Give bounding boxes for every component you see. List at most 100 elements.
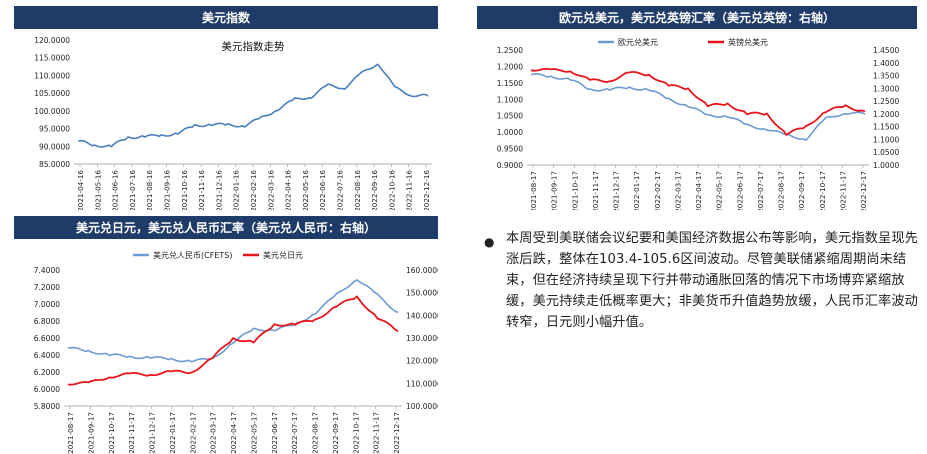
x-tick-label: 2022-11-16	[405, 170, 414, 210]
y2-tick-label: 160.0000	[406, 266, 438, 275]
x-tick-label: 2022-09-16	[370, 170, 379, 210]
x-tick-label: 2022-01-17	[168, 412, 177, 454]
y2-tick-label: 1.1500	[873, 123, 899, 132]
x-tick-label: 2021-11-16	[197, 170, 206, 210]
x-tick-label: 2022-04-16	[284, 170, 293, 210]
x-tick-label: 2022-02-17	[188, 412, 197, 454]
y-tick-label: 1.1500	[497, 79, 523, 88]
x-tick-label: 2022-08-17	[311, 412, 320, 454]
y2-tick-label: 110.0000	[406, 379, 438, 388]
black-circle-bullet-icon: ●	[484, 235, 495, 249]
legend-label: 英镑兑美元	[728, 37, 768, 47]
y-tick-label: 6.2000	[34, 368, 60, 377]
y-tick-label: 6.6000	[34, 334, 60, 343]
y-tick-label: 110.0000	[34, 71, 70, 80]
x-tick-label: 2022-04-17	[694, 171, 703, 210]
x-tick-label: 2022-06-17	[270, 412, 279, 454]
x-tick-label: 2021-10-17	[107, 412, 116, 454]
x-tick-label: 2022-07-17	[756, 171, 765, 210]
x-tick-label: 2022-12-16	[422, 170, 431, 210]
x-tick-label: 2022-01-17	[632, 171, 641, 210]
chart-title: 美元指数走势	[222, 40, 285, 53]
y-tick-label: 6.0000	[34, 385, 60, 394]
y-tick-label: 1.0000	[497, 128, 523, 137]
x-tick-label: 2021-12-17	[148, 412, 157, 454]
y2-tick-label: 1.0000	[873, 161, 899, 170]
x-tick-label: 2021-04-16	[76, 170, 85, 210]
y2-tick-label: 1.3500	[873, 72, 899, 81]
x-tick-label: 2021-08-17	[529, 171, 538, 210]
x-tick-label: 2021-07-16	[128, 170, 137, 210]
x-tick-label: 2022-12-17	[859, 171, 868, 210]
y-tick-label: 1.2500	[497, 46, 523, 55]
y2-tick-label: 1.4500	[873, 46, 899, 55]
series-line	[530, 72, 866, 141]
x-tick-label: 2022-02-17	[653, 171, 662, 210]
legend-label: 美元兑日元	[263, 250, 303, 260]
eur-gbp-panel-header: 欧元兑美元，美元兑英镑汇率（美元兑英镑：右轴）	[477, 6, 917, 29]
x-tick-label: 2021-11-17	[591, 171, 600, 210]
y2-tick-label: 1.0500	[873, 148, 899, 157]
y-tick-label: 1.2000	[497, 62, 523, 71]
y-tick-label: 90.0000	[39, 142, 70, 151]
x-tick-label: 2022-05-17	[715, 171, 724, 210]
y-tick-label: 7.2000	[34, 283, 60, 292]
legend-label: 美元兑人民币(CFETS)	[153, 250, 232, 260]
y-tick-label: 115.0000	[34, 54, 70, 63]
y2-tick-label: 140.0000	[406, 311, 438, 320]
y-tick-label: 5.8000	[34, 402, 60, 411]
dxy-panel-header: 美元指数	[14, 6, 438, 29]
y-tick-label: 6.8000	[34, 317, 60, 326]
series-line	[530, 67, 866, 136]
y-tick-label: 120.0000	[34, 36, 70, 45]
x-tick-label: 2021-06-16	[111, 170, 120, 210]
x-tick-label: 2022-05-17	[249, 412, 258, 454]
x-tick-label: 2022-05-16	[301, 170, 310, 210]
x-tick-label: 2022-12-17	[392, 412, 401, 454]
y-tick-label: 7.4000	[34, 266, 60, 275]
x-tick-label: 2022-10-16	[387, 170, 396, 210]
x-tick-label: 2022-03-17	[209, 412, 218, 454]
y-tick-label: 0.9500	[497, 145, 523, 154]
y2-tick-label: 1.2500	[873, 97, 899, 106]
y2-tick-label: 120.0000	[406, 357, 438, 366]
legend-label: 欧元兑美元	[618, 37, 658, 47]
y-tick-label: 95.0000	[39, 125, 70, 134]
x-tick-label: 2022-10-17	[351, 412, 360, 454]
series-line	[67, 295, 399, 386]
series-line	[67, 279, 399, 363]
x-tick-label: 2022-09-17	[797, 171, 806, 210]
x-tick-label: 2021-08-17	[66, 412, 75, 454]
x-tick-label: 2022-04-17	[229, 412, 238, 454]
x-tick-label: 2021-11-17	[127, 412, 136, 454]
x-tick-label: 2022-07-16	[336, 170, 345, 210]
x-tick-label: 2021-10-16	[180, 170, 189, 210]
x-tick-label: 2022-08-16	[353, 170, 362, 210]
y2-tick-label: 130.0000	[406, 334, 438, 343]
y-tick-label: 100.0000	[34, 107, 70, 116]
x-tick-label: 2021-09-17	[550, 171, 559, 210]
series-line	[77, 63, 429, 148]
x-tick-label: 2021-09-17	[86, 412, 95, 454]
x-tick-label: 2021-09-16	[163, 170, 172, 210]
commentary-text: 本周受到美联储会议纪要和美国经济数据公布等影响，美元指数呈现先涨后跌，整体在10…	[506, 231, 918, 330]
x-tick-label: 2022-06-16	[318, 170, 327, 210]
x-tick-label: 2021-12-17	[612, 171, 621, 210]
x-tick-label: 2021-08-16	[145, 170, 154, 210]
jpy-cny-panel-header: 美元兑日元，美元兑人民币汇率（美元兑人民币：右轴）	[14, 216, 438, 239]
x-tick-label: 2022-11-17	[838, 171, 847, 210]
y2-tick-label: 1.4000	[873, 59, 899, 68]
x-tick-label: 2022-06-17	[735, 171, 744, 210]
dxy-chart: 120.0000 115.0000 110.0000 105.0000 100.0000…	[14, 32, 438, 210]
y-tick-label: 7.0000	[34, 300, 60, 309]
jpy-cny-chart: 7.4000 7.2000 7.0000 6.8000 6.6000 6.4000 6.20…	[14, 242, 438, 454]
x-tick-label: 2022-03-17	[673, 171, 682, 210]
y-tick-label: 105.0000	[34, 89, 70, 98]
y-tick-label: 0.9000	[497, 161, 523, 170]
x-tick-label: 2022-07-17	[290, 412, 299, 454]
y-tick-label: 1.0500	[497, 112, 523, 121]
x-tick-label: 2022-03-16	[266, 170, 275, 210]
x-tick-label: 2022-10-17	[818, 171, 827, 210]
x-tick-label: 2022-08-17	[777, 171, 786, 210]
y2-tick-label: 1.2000	[873, 110, 899, 119]
